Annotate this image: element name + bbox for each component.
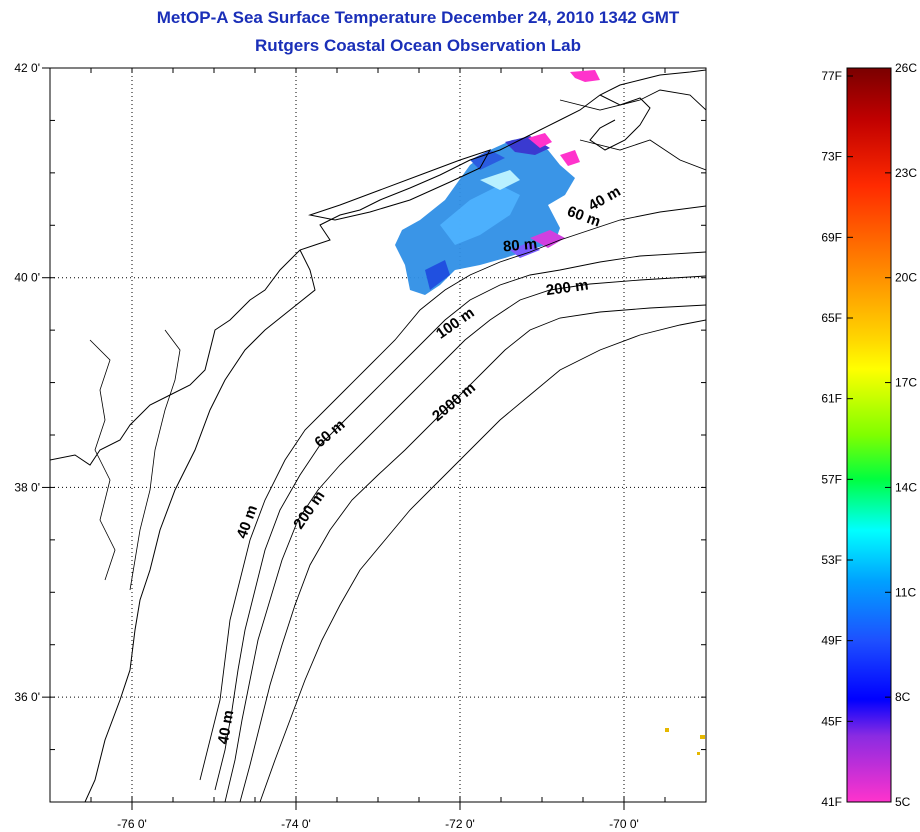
colorbar-fahrenheit-label: 45F <box>821 714 842 728</box>
colorbar-celsius-label: 23C <box>895 166 917 180</box>
map-frame <box>49 67 707 803</box>
map-body <box>50 69 706 802</box>
colorbar <box>846 67 892 803</box>
coastline <box>50 69 706 466</box>
isobath-label: 200 m <box>545 277 589 300</box>
cape-cod <box>589 94 651 151</box>
lat-tick-label: 42 0' <box>14 61 40 75</box>
colorbar-celsius-label: 8C <box>895 690 911 704</box>
sst-patch <box>395 70 705 755</box>
colorbar-celsius-label: 14C <box>895 480 917 494</box>
colorbar-fahrenheit-label: 61F <box>821 392 842 406</box>
axis-tick-labels: -76 0' -74 0' -72 0' -70 0' 42 0' 40 0' 38 0' 3… <box>14 61 638 831</box>
colorbar-celsius-label: 5C <box>895 795 911 809</box>
lat-tick-label: 40 0' <box>14 271 40 285</box>
colorbar-fahrenheit-label: 69F <box>821 230 842 244</box>
lon-tick-label: -72 0' <box>445 817 475 831</box>
colorbar-celsius-label: 20C <box>895 271 917 285</box>
colorbar-fahrenheit-label: 53F <box>821 553 842 567</box>
lat-tick-label: 38 0' <box>14 480 40 494</box>
lon-tick-label: -76 0' <box>117 817 147 831</box>
colorbar-fahrenheit-label: 77F <box>821 69 842 83</box>
chesapeake-shore <box>129 329 181 591</box>
chesapeake-shore-west <box>89 339 116 581</box>
map-subtitle: Rutgers Coastal Ocean Observation Lab <box>255 36 581 55</box>
colorbar-fahrenheit-label: 41F <box>821 795 842 809</box>
long-island <box>308 149 492 221</box>
isobath-lines <box>199 89 706 802</box>
delmarva-coast <box>84 249 316 802</box>
colorbar-celsius-label: 17C <box>895 376 917 390</box>
colorbar-fahrenheit-label: 65F <box>821 311 842 325</box>
colorbar-celsius-label: 26C <box>895 61 917 75</box>
colorbar-ticks: 26C 23C 20C 17C 14C 11C 8C 5C 77F 73F 69F 65F 61F 57F… <box>821 61 917 809</box>
lon-tick-label: -74 0' <box>281 817 311 831</box>
colorbar-fahrenheit-label: 49F <box>821 634 842 648</box>
isobath-label: 80 m <box>502 236 538 256</box>
colorbar-celsius-label: 11C <box>895 585 916 599</box>
lon-tick-label: -70 0' <box>609 817 639 831</box>
lat-tick-label: 36 0' <box>14 690 40 704</box>
isobath-label: 40 m <box>215 709 238 746</box>
colorbar-fahrenheit-label: 57F <box>821 472 842 486</box>
colorbar-fahrenheit-label: 73F <box>821 150 842 164</box>
map-title: MetOP-A Sea Surface Temperature December… <box>156 8 680 27</box>
graticule <box>42 67 707 810</box>
